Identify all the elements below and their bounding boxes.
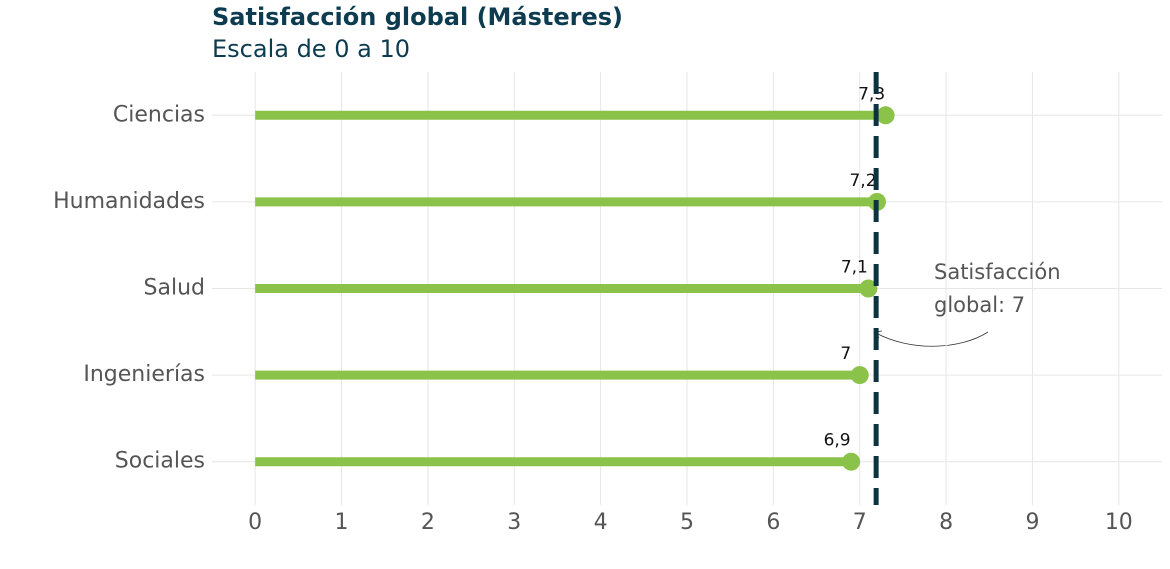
x-tick-label: 10 (1105, 510, 1133, 535)
x-tick-label: 7 (853, 510, 867, 535)
value-label: 7,3 (858, 84, 885, 104)
x-tick-label: 0 (248, 510, 262, 535)
y-tick-label: Salud (144, 276, 205, 301)
dot (850, 366, 869, 385)
dot (859, 279, 878, 298)
value-label: 7 (840, 344, 851, 364)
dot (876, 106, 895, 125)
y-tick-label: Sociales (115, 449, 205, 474)
value-label: 7,2 (849, 171, 876, 191)
value-label: 7,1 (841, 258, 868, 278)
chart-subtitle: Escala de 0 a 10 (212, 35, 410, 63)
annotation: Satisfacción global: 7 (934, 260, 1061, 317)
x-tick-label: 1 (335, 510, 349, 535)
x-tick-label: 5 (680, 510, 694, 535)
annotation-arrow (873, 331, 989, 347)
x-tick-label: 6 (766, 510, 780, 535)
x-tick-label: 2 (421, 510, 435, 535)
x-tick-label: 9 (1025, 510, 1039, 535)
y-tick-label: Ciencias (113, 102, 205, 127)
chart-title: Satisfacción global (Másteres) (212, 3, 623, 31)
x-tick-label: 3 (507, 510, 521, 535)
value-label: 6,9 (824, 431, 851, 451)
y-tick-label: Ingenierías (83, 362, 205, 387)
y-tick-label: Humanidades (53, 189, 205, 214)
dot (842, 452, 861, 471)
x-tick-label: 8 (939, 510, 953, 535)
x-tick-label: 4 (594, 510, 608, 535)
